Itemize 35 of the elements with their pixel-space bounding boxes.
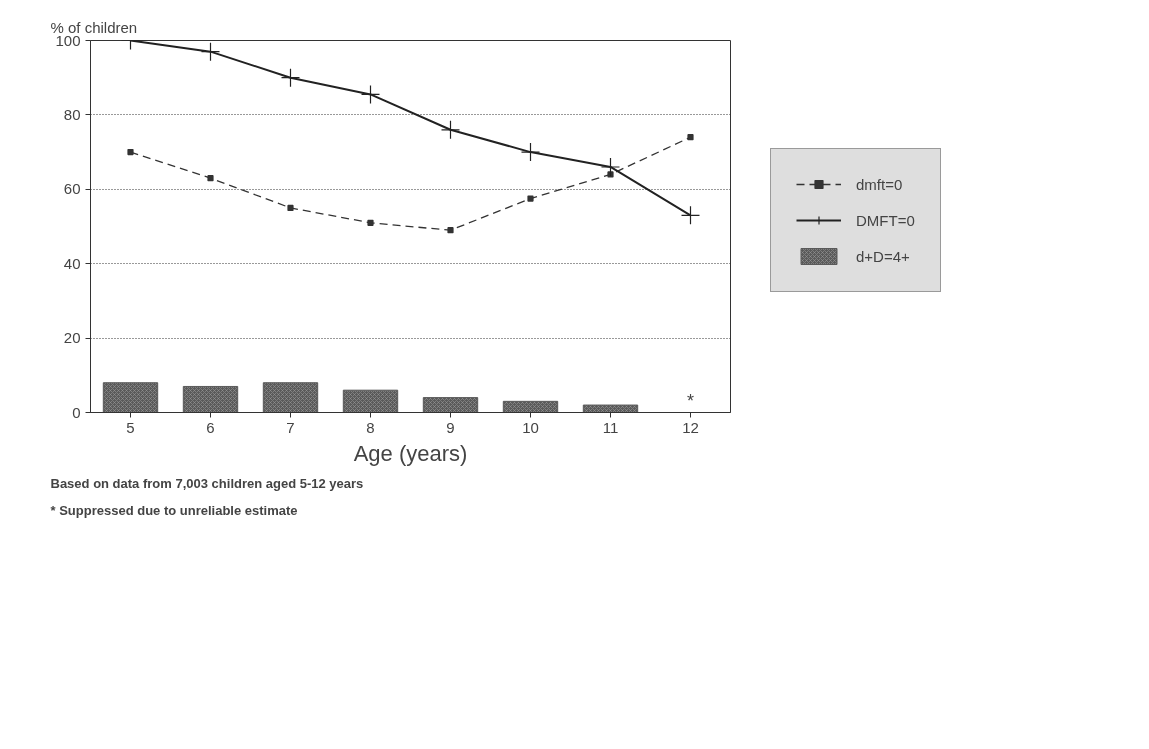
y-tick-label: 20 [63,329,81,347]
y-tick-label: 80 [63,105,81,123]
x-tick-label: 8 [366,418,375,436]
point [527,195,534,202]
point [360,84,381,105]
y-axis-title: % of children [50,18,138,36]
legend-label: dmft=0 [856,175,903,193]
point [280,68,301,88]
point [440,120,461,140]
y-tick-label: 60 [63,180,81,198]
legend-label: d+D=4+ [856,247,910,265]
point [127,149,134,156]
point [447,227,454,234]
point [207,175,214,182]
legend-label: DMFT=0 [856,211,915,229]
point [287,204,294,211]
x-tick-label: 11 [602,418,619,436]
y-tick-label: 0 [72,403,81,421]
point [600,157,621,177]
text: Based on data from 7,003 children aged 5-12 years [50,475,364,491]
point [200,42,221,62]
text: * Suppressed due to unreliable estimate [50,502,298,518]
point [367,219,374,226]
point [520,142,541,162]
x-tick-label: 10 [522,418,539,436]
x-axis-title: Age (years) [353,440,468,466]
x-tick-label: 6 [206,418,215,436]
x-tick-label: 5 [126,418,135,436]
x-tick-label: 9 [446,418,455,436]
annotation: * [687,390,695,411]
x-tick-label: 12 [682,418,699,436]
x-tick-label: 7 [286,418,295,436]
point [680,205,701,225]
point [687,134,694,141]
y-tick-label: 40 [63,254,81,272]
